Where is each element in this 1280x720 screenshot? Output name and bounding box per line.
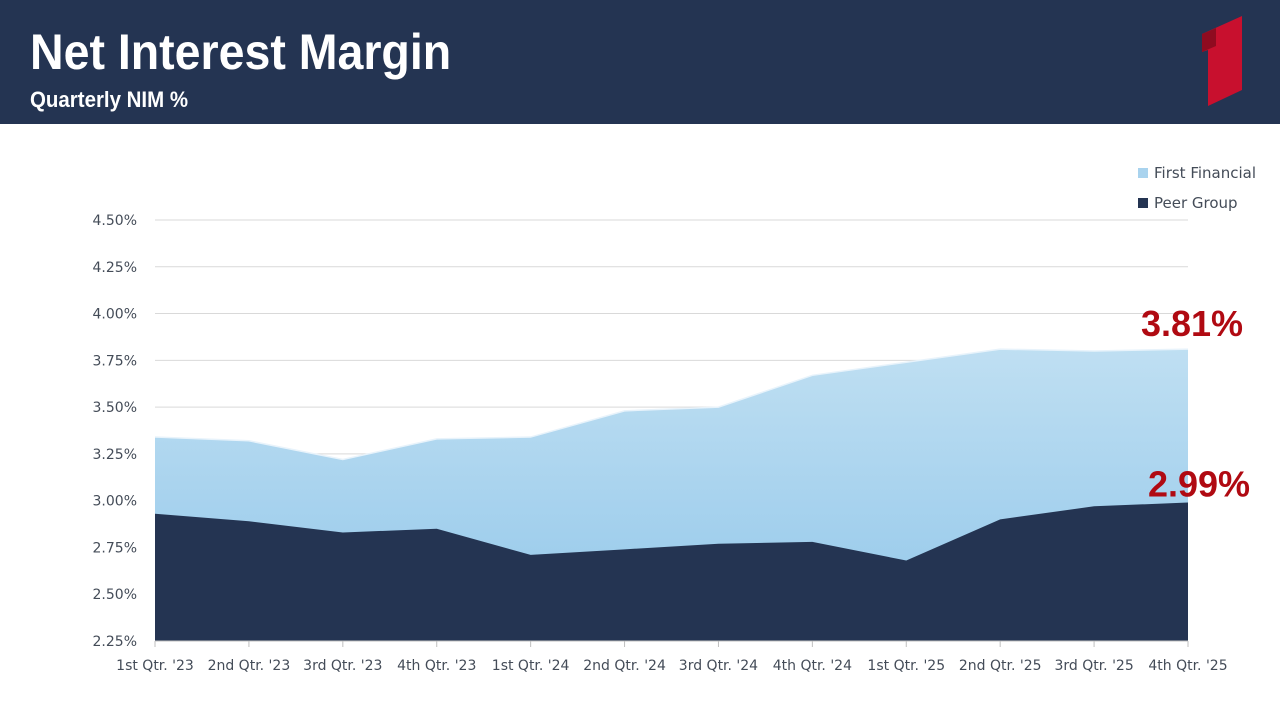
y-tick-label: 3.00% — [93, 494, 137, 510]
legend-item-peer-group: Peer Group — [1138, 188, 1256, 218]
x-tick-label: 3rd Qtr. '24 — [679, 658, 758, 674]
x-tick-label: 2nd Qtr. '24 — [583, 658, 666, 674]
y-tick-label: 4.50% — [93, 213, 137, 229]
legend-label-peer-group: Peer Group — [1154, 194, 1238, 212]
nim-area-chart: 2.25% 2.50% 2.75% 3.00% 3.25% 3.50% 3.75% 4.00%… — [93, 213, 1251, 674]
y-tick-label: 2.25% — [93, 634, 137, 650]
y-tick-label: 2.75% — [93, 540, 137, 556]
x-tick-label: 1st Qtr. '24 — [492, 658, 570, 674]
series-edge-first-financial — [154, 348, 1189, 461]
y-tick-label: 3.75% — [93, 353, 137, 369]
legend-item-first-financial: First Financial — [1138, 158, 1256, 188]
y-tick-label: 3.25% — [93, 447, 137, 463]
x-tick-label: 3rd Qtr. '23 — [303, 658, 382, 674]
x-tick-label: 4th Qtr. '25 — [1148, 658, 1227, 674]
legend-label-first-financial: First Financial — [1154, 164, 1257, 182]
legend-swatch-first-financial — [1138, 168, 1148, 178]
header-bar: Net Interest Margin Quarterly NIM % — [0, 0, 1280, 124]
x-tick-label: 2nd Qtr. '25 — [959, 658, 1042, 674]
x-tick-label: 3rd Qtr. '25 — [1054, 658, 1133, 674]
callout-peer-group-value: 2.99% — [1148, 464, 1250, 505]
y-tick-label: 4.00% — [93, 307, 137, 323]
x-tick-label: 1st Qtr. '23 — [116, 658, 194, 674]
y-tick-label: 3.50% — [93, 400, 137, 416]
red-flag-1-logo-icon — [1202, 16, 1242, 106]
chart-legend: First Financial Peer Group — [1138, 158, 1256, 218]
x-tick-label: 4th Qtr. '24 — [773, 658, 852, 674]
callout-first-financial-value: 3.81% — [1141, 303, 1243, 344]
page-subtitle: Quarterly NIM % — [30, 87, 189, 112]
x-tick-label: 2nd Qtr. '23 — [208, 658, 291, 674]
x-tick-label: 4th Qtr. '23 — [397, 658, 476, 674]
y-tick-label: 4.25% — [93, 260, 137, 276]
x-tick-label: 1st Qtr. '25 — [867, 658, 945, 674]
legend-swatch-peer-group — [1138, 198, 1148, 208]
series-area-peer-group — [155, 502, 1188, 641]
y-tick-label: 2.50% — [93, 587, 137, 603]
page-title: Net Interest Margin — [30, 24, 452, 80]
